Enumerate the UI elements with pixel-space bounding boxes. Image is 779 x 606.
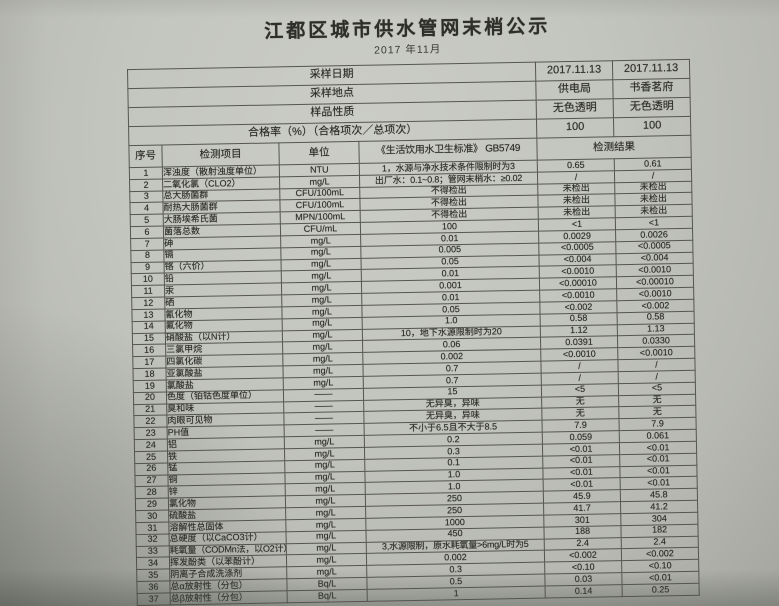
unit-cell: Bq/L — [287, 589, 368, 603]
meta-value-2: 100 — [613, 116, 691, 137]
seq-cell: 37 — [137, 592, 171, 606]
col-header-seq: 序号 — [128, 145, 163, 168]
seq-cell: 2 — [129, 178, 163, 192]
seq-cell: 21 — [133, 403, 167, 416]
seq-cell: 15 — [132, 332, 166, 346]
seq-cell: 17 — [132, 356, 166, 369]
meta-value-2: 2017.11.13 — [612, 59, 690, 80]
seq-cell: 3 — [129, 190, 163, 204]
result-cell-2: 0.25 — [622, 583, 700, 597]
seq-cell: 27 — [134, 474, 169, 487]
seq-cell: 26 — [134, 462, 168, 476]
meta-value-1: 2017.11.13 — [535, 60, 613, 82]
seq-cell: 28 — [135, 486, 169, 499]
item-cell: 总β放射性（分包） — [170, 590, 288, 605]
seq-cell: 10 — [131, 273, 165, 286]
seq-cell: 16 — [132, 344, 166, 357]
seq-cell: 7 — [130, 237, 164, 251]
meta-value-1: 供电局 — [535, 79, 614, 101]
seq-cell: 36 — [136, 580, 171, 594]
seq-cell: 14 — [132, 320, 166, 334]
col-header-unit: 单位 — [278, 141, 360, 165]
seq-cell: 11 — [131, 285, 165, 298]
meta-value-2: 书香茗府 — [612, 78, 691, 99]
seq-cell: 29 — [135, 498, 169, 511]
seq-cell: 20 — [133, 391, 167, 405]
seq-cell: 4 — [129, 202, 164, 215]
seq-cell: 30 — [135, 509, 169, 523]
col-header-standard: 《生活饮用水卫生标准》 GB5749 — [358, 138, 538, 164]
seq-cell: 33 — [136, 545, 170, 558]
seq-cell: 8 — [130, 249, 165, 263]
col-header-item: 检测项目 — [161, 142, 280, 168]
seq-cell: 6 — [130, 226, 164, 239]
seq-cell: 18 — [132, 368, 167, 381]
seq-cell: 23 — [134, 427, 168, 440]
result-cell-1: 0.14 — [545, 584, 623, 599]
seq-cell: 22 — [133, 415, 168, 428]
seq-cell: 24 — [134, 439, 168, 452]
standard-cell: 1 — [367, 585, 546, 602]
seq-cell: 5 — [130, 214, 164, 227]
meta-value-2: 无色透明 — [613, 97, 691, 118]
water-quality-table: 采样日期 2017.11.13 2017.11.13 采样地点 供电局 书香茗府 样品性质无… — [127, 59, 700, 606]
seq-cell: 34 — [136, 557, 170, 570]
seq-cell: 13 — [131, 308, 166, 322]
seq-cell: 12 — [131, 297, 165, 310]
col-header-result: 检测结果 — [536, 135, 692, 161]
seq-cell: 19 — [133, 379, 167, 393]
meta-value-1: 无色透明 — [536, 98, 614, 120]
meta-value-1: 100 — [536, 117, 614, 139]
document-page: 江都区城市供水管网末梢公示 2017 年11月 采样日期 2017.11.13 20… — [126, 7, 700, 606]
seq-cell: 31 — [135, 521, 170, 535]
seq-cell: 35 — [136, 569, 170, 582]
seq-cell: 25 — [134, 450, 168, 464]
seq-cell: 32 — [136, 533, 170, 547]
seq-cell: 1 — [129, 167, 163, 180]
seq-cell: 9 — [131, 261, 165, 275]
